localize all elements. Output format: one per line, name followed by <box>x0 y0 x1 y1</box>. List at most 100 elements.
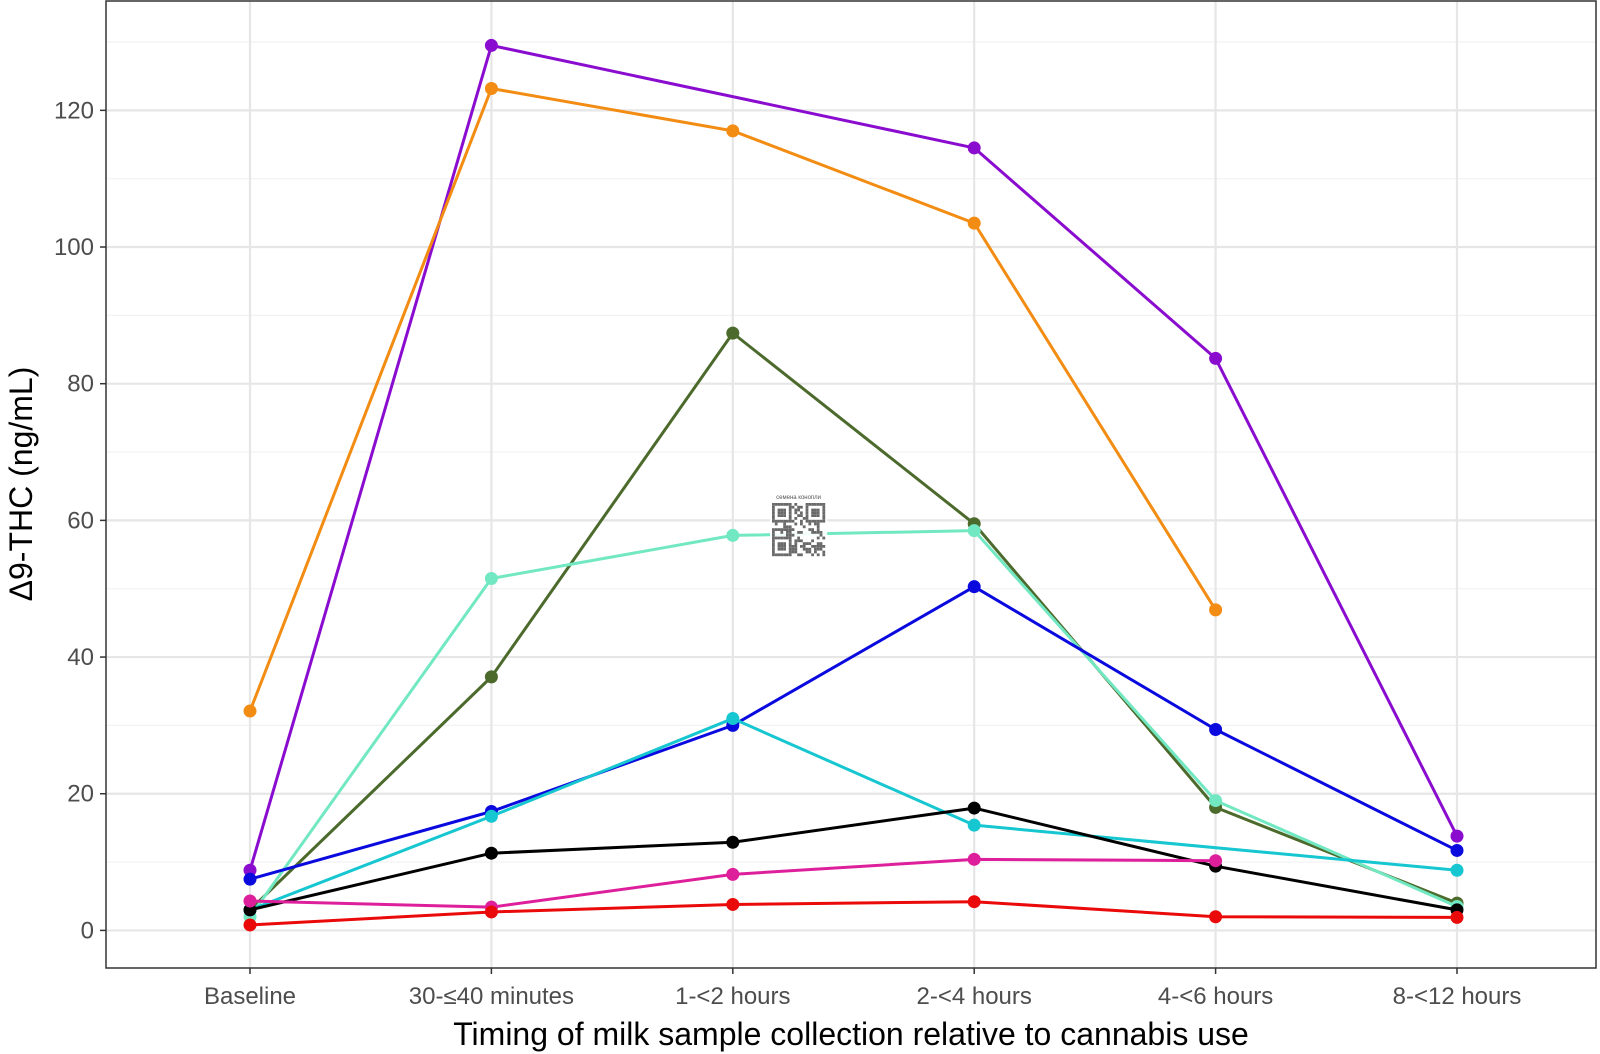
qr-module <box>780 553 784 557</box>
qr-module <box>788 547 792 551</box>
series-line <box>249 585 1458 881</box>
series-6 <box>243 712 1464 917</box>
qr-module <box>816 514 820 517</box>
qr-module <box>794 547 798 551</box>
qr-module <box>788 528 792 531</box>
data-point <box>243 872 257 886</box>
qr-module <box>800 519 803 523</box>
qr-module <box>786 533 789 537</box>
series-5 <box>243 580 1464 886</box>
qr-module <box>772 533 775 537</box>
qr-module <box>772 505 775 509</box>
qr-module <box>794 508 798 512</box>
qr-module <box>800 505 803 509</box>
qr-module <box>783 522 786 526</box>
qr-module <box>814 531 817 534</box>
grid-lines <box>106 1 1596 968</box>
qr-module <box>814 550 817 554</box>
qr-module <box>780 542 784 545</box>
qr-module <box>794 542 798 545</box>
series-line <box>249 900 1458 927</box>
qr-module <box>805 514 809 517</box>
x-tick-label: 30-≤40 minutes <box>409 983 574 1010</box>
data-point <box>484 81 498 95</box>
qr-module <box>786 525 789 529</box>
qr-module <box>811 531 814 534</box>
qr-module <box>786 531 789 534</box>
qr-module <box>808 503 812 506</box>
qr-module <box>797 553 800 557</box>
qr-module <box>772 547 775 551</box>
qr-module <box>788 533 792 537</box>
qr-module <box>794 503 798 506</box>
qr-module <box>783 536 786 540</box>
data-point <box>484 809 498 823</box>
qr-module <box>800 522 803 526</box>
data-point <box>1209 603 1223 617</box>
qr-module <box>816 503 820 506</box>
qr-module <box>772 542 775 545</box>
qr-module <box>783 547 786 551</box>
data-point <box>967 818 981 832</box>
qr-module <box>800 539 803 543</box>
x-axis-title: Timing of milk sample collection relativ… <box>453 1016 1249 1052</box>
qr-module <box>805 542 809 545</box>
data-point <box>1450 843 1464 857</box>
qr-module <box>772 514 775 517</box>
qr-module <box>791 550 795 554</box>
qr-module <box>802 547 806 551</box>
qr-module <box>814 545 817 548</box>
qr-module <box>780 545 784 548</box>
data-point <box>1209 351 1223 365</box>
qr-module <box>791 533 795 537</box>
data-point <box>726 867 740 881</box>
data-point <box>243 903 257 917</box>
data-point <box>1450 863 1464 877</box>
qr-module <box>777 547 781 551</box>
qr-module <box>788 536 792 540</box>
data-point <box>484 905 498 919</box>
series-line <box>248 43 1459 871</box>
qr-module <box>774 536 778 540</box>
qr-module <box>819 547 823 551</box>
data-point <box>1450 829 1464 843</box>
qr-module <box>772 517 775 520</box>
qr-module <box>808 547 812 551</box>
qr-module <box>814 511 817 515</box>
qr-module <box>783 553 786 557</box>
qr-module <box>800 545 803 548</box>
qr-module <box>780 528 784 531</box>
qr-module <box>788 542 792 545</box>
qr-module <box>777 542 781 545</box>
qr-module <box>794 522 798 526</box>
qr-module <box>816 511 820 515</box>
data-point <box>967 524 981 538</box>
qr-module <box>811 553 814 557</box>
qr-module <box>772 519 775 523</box>
qr-module <box>814 514 817 517</box>
qr-module <box>822 503 826 506</box>
qr-module <box>816 508 820 512</box>
qr-module <box>774 553 778 557</box>
y-tick-label: 80 <box>67 371 94 398</box>
qr-module <box>819 542 823 545</box>
qr-module <box>808 528 812 531</box>
qr-module <box>797 536 800 540</box>
data-point <box>1450 910 1464 924</box>
qr-module <box>794 511 798 515</box>
qr-module <box>783 525 786 529</box>
qr-module <box>822 508 826 512</box>
qr-module <box>814 519 817 523</box>
series-line <box>248 331 1458 911</box>
qr-module <box>788 550 792 554</box>
qr-module <box>772 508 775 512</box>
qr-module <box>783 542 786 545</box>
qr-module <box>788 519 792 523</box>
qr-module <box>808 550 812 554</box>
qr-module <box>816 547 820 551</box>
qr-module <box>780 547 784 551</box>
qr-module <box>774 519 778 523</box>
qr-module <box>791 528 795 531</box>
qr-module <box>772 511 775 515</box>
